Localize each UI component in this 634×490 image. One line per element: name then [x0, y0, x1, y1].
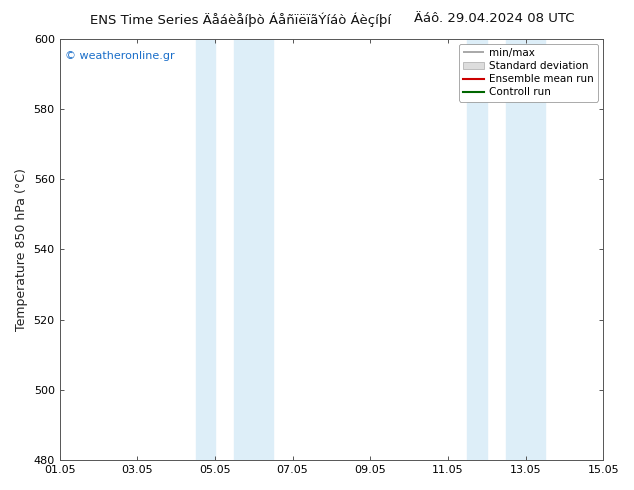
Text: ENS Time Series Äåáèåíþò ÁåñïëïãÝíáò Áèçíþí: ENS Time Series Äåáèåíþò ÁåñïëïãÝíáò Áèç…: [91, 12, 391, 27]
Y-axis label: Temperature 850 hPa (°C): Temperature 850 hPa (°C): [15, 168, 28, 331]
Bar: [506, 39, 545, 460]
Text: Äáô. 29.04.2024 08 UTC: Äáô. 29.04.2024 08 UTC: [414, 12, 575, 25]
Bar: [467, 39, 487, 460]
Bar: [195, 39, 215, 460]
Legend: min/max, Standard deviation, Ensemble mean run, Controll run: min/max, Standard deviation, Ensemble me…: [459, 44, 598, 101]
Bar: [235, 39, 273, 460]
Text: © weatheronline.gr: © weatheronline.gr: [65, 51, 175, 61]
